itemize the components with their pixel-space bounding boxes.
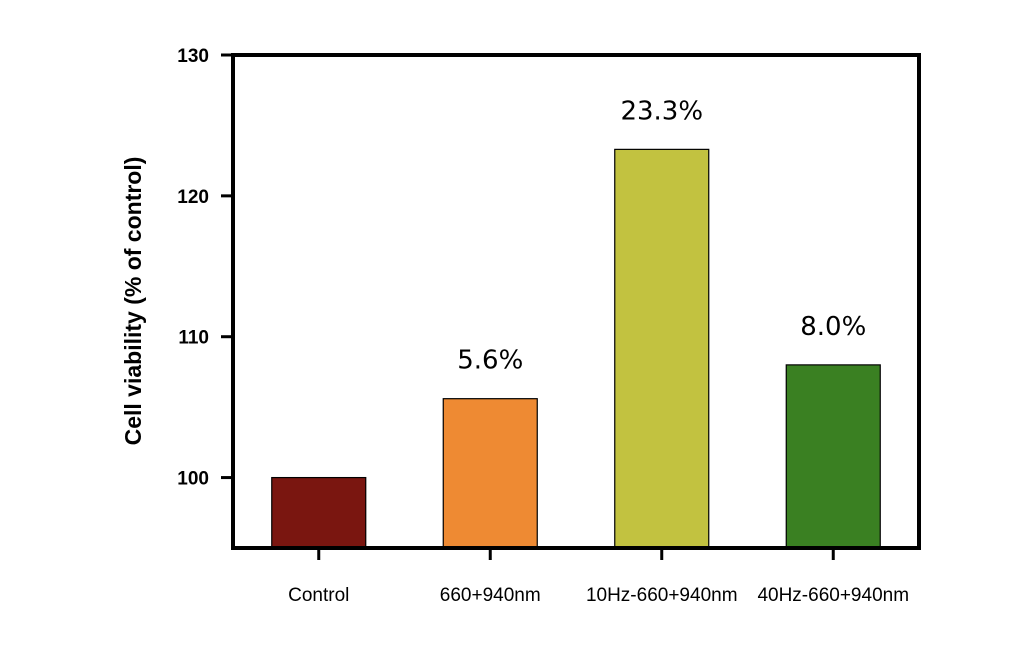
x-axis: Control 660+940nm 10Hz-660+940nm 40Hz-660+9… [288, 548, 909, 606]
y-tick-label-3: 130 [177, 46, 209, 67]
bar-0 [271, 476, 367, 549]
y-tick-label-1: 110 [178, 328, 209, 349]
y-tick-label-2: 120 [177, 187, 209, 208]
bar-2 [614, 148, 710, 549]
x-tick-label-2: 10Hz-660+940nm [586, 585, 738, 606]
y-axis: 100 110 120 130 [177, 46, 233, 490]
bar-1 [442, 398, 538, 549]
x-tick-label-0: Control [288, 585, 349, 606]
data-labels-group: 5.6% 23.3% 8.0% [457, 96, 866, 375]
data-label-2: 23.3% [620, 96, 703, 126]
bar-3 [785, 364, 881, 549]
y-tick-label-0: 100 [177, 469, 209, 490]
plot-frame [231, 53, 921, 550]
y-axis-title: Cell viability (% of control) [120, 157, 146, 446]
x-tick-label-1: 660+940nm [440, 585, 541, 606]
bars-group [271, 148, 881, 549]
data-label-3: 8.0% [800, 312, 866, 342]
x-tick-label-3: 40Hz-660+940nm [757, 585, 909, 606]
data-label-1: 5.6% [457, 346, 523, 376]
